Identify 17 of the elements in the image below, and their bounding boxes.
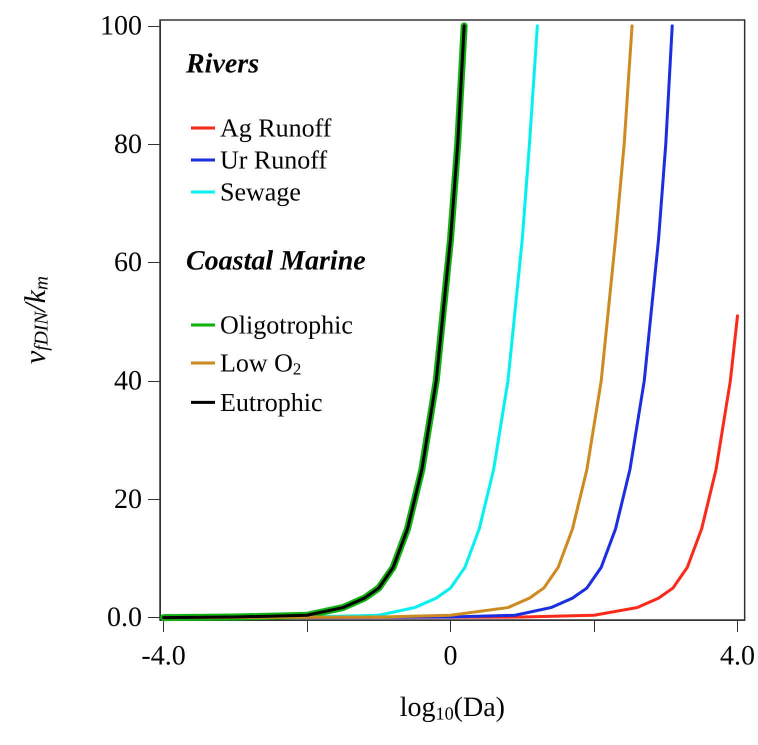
y-tick-label: 40: [114, 365, 142, 396]
y-tick-label: 80: [114, 128, 142, 160]
y-tick-label: 100: [100, 10, 142, 42]
x-tick-label: 4.0: [720, 640, 755, 672]
legend-label: Eutrophic: [220, 388, 323, 417]
y-tick-label: 0.0: [107, 602, 142, 634]
y-tick-label: 60: [114, 247, 142, 278]
y-tick-label: 20: [114, 484, 142, 515]
x-tick-label: -4.0: [141, 640, 186, 672]
legend-label: Ur Runoff: [220, 146, 328, 174]
annotation: Rivers: [185, 48, 260, 80]
legend-label: Sewage: [220, 178, 301, 206]
y-axis-title: vfDIN/km: [18, 276, 52, 364]
legend-label: Ag Runoff: [220, 114, 332, 142]
x-tick-label: 0: [444, 640, 458, 672]
legend-label: Oligotrophic: [220, 310, 353, 340]
annotation: Coastal Marine: [186, 246, 366, 276]
